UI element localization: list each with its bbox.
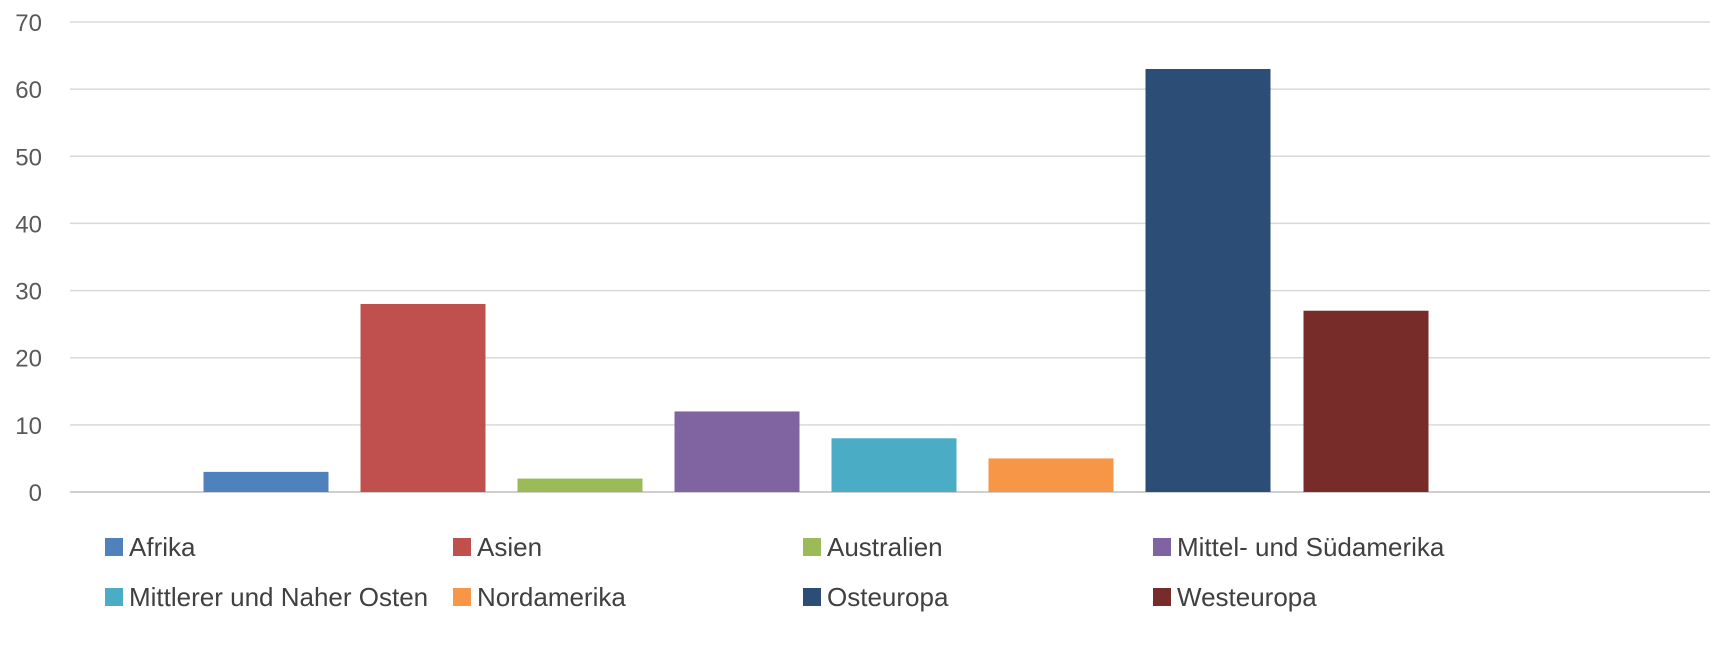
legend-label: Nordamerika [477,582,626,612]
legend-swatch [803,538,821,556]
y-tick-label: 40 [15,211,42,238]
legend-label: Westeuropa [1177,582,1317,612]
bars [203,69,1429,492]
bar-westeuropa [1303,310,1429,492]
legend-swatch [105,588,123,606]
y-tick-label: 60 [15,77,42,104]
legend-label: Asien [477,532,542,562]
y-tick-label: 30 [15,279,42,306]
legend-item: Asien [453,532,542,562]
y-tick-label: 70 [15,10,42,37]
legend-label: Australien [827,532,943,562]
legend-label: Mittlerer und Naher Osten [129,582,428,612]
legend-item: Nordamerika [453,582,626,612]
y-tick-label: 50 [15,144,42,171]
bar-australien [517,478,643,492]
legend-item: Australien [803,532,943,562]
legend-label: Afrika [129,532,196,562]
bar-afrika [203,471,329,492]
legend: Afrika Asien Australien Mittel- und Südamer… [105,532,1445,612]
bar-osteuropa [1145,69,1271,492]
legend-swatch [1153,588,1171,606]
legend-label: Osteuropa [827,582,949,612]
legend-item: Osteuropa [803,582,949,612]
bar-asien [360,304,486,492]
y-axis: 0 10 20 30 40 50 60 70 [15,10,42,507]
legend-swatch [803,588,821,606]
legend-item: Westeuropa [1153,582,1317,612]
legend-swatch [453,538,471,556]
legend-item: Afrika [105,532,196,562]
legend-swatch [105,538,123,556]
legend-item: Mittlerer und Naher Osten [105,582,428,612]
bar-mittlerer-und-naher-osten [831,438,957,492]
y-tick-label: 10 [15,413,42,440]
legend-swatch [1153,538,1171,556]
bar-mittel-und-südamerika [674,411,800,492]
legend-swatch [453,588,471,606]
y-tick-label: 20 [15,346,42,373]
y-tick-label: 0 [29,480,42,507]
bar-nordamerika [988,458,1114,492]
legend-item: Mittel- und Südamerika [1153,532,1445,562]
gridlines [70,21,1710,493]
legend-label: Mittel- und Südamerika [1177,532,1445,562]
